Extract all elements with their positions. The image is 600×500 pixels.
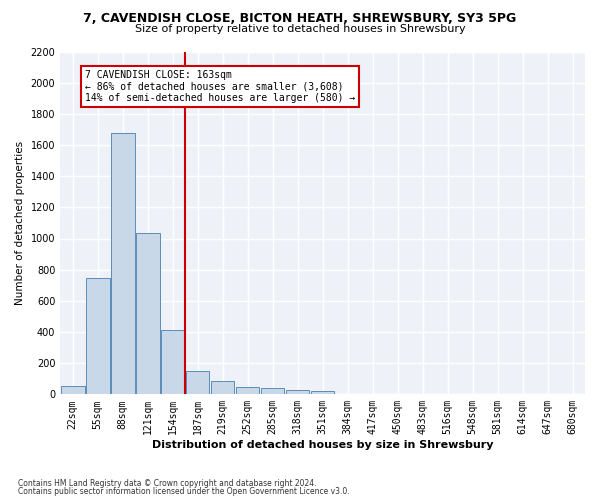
Text: Size of property relative to detached houses in Shrewsbury: Size of property relative to detached ho… (134, 24, 466, 34)
Text: Contains public sector information licensed under the Open Government Licence v3: Contains public sector information licen… (18, 487, 350, 496)
Text: Contains HM Land Registry data © Crown copyright and database right 2024.: Contains HM Land Registry data © Crown c… (18, 478, 317, 488)
Text: 7 CAVENDISH CLOSE: 163sqm
← 86% of detached houses are smaller (3,608)
14% of se: 7 CAVENDISH CLOSE: 163sqm ← 86% of detac… (85, 70, 355, 103)
Bar (311, 391, 334, 394)
X-axis label: Distribution of detached houses by size in Shrewsbury: Distribution of detached houses by size … (152, 440, 493, 450)
Bar (261, 388, 284, 394)
Bar (186, 371, 209, 394)
Text: 7, CAVENDISH CLOSE, BICTON HEATH, SHREWSBURY, SY3 5PG: 7, CAVENDISH CLOSE, BICTON HEATH, SHREWS… (83, 12, 517, 26)
Bar (136, 233, 160, 394)
Bar (86, 278, 110, 394)
Bar (161, 330, 185, 394)
Bar (61, 386, 85, 394)
Bar (111, 132, 134, 394)
Y-axis label: Number of detached properties: Number of detached properties (15, 141, 25, 305)
Bar (286, 390, 310, 394)
Bar (236, 387, 259, 394)
Bar (211, 381, 235, 394)
